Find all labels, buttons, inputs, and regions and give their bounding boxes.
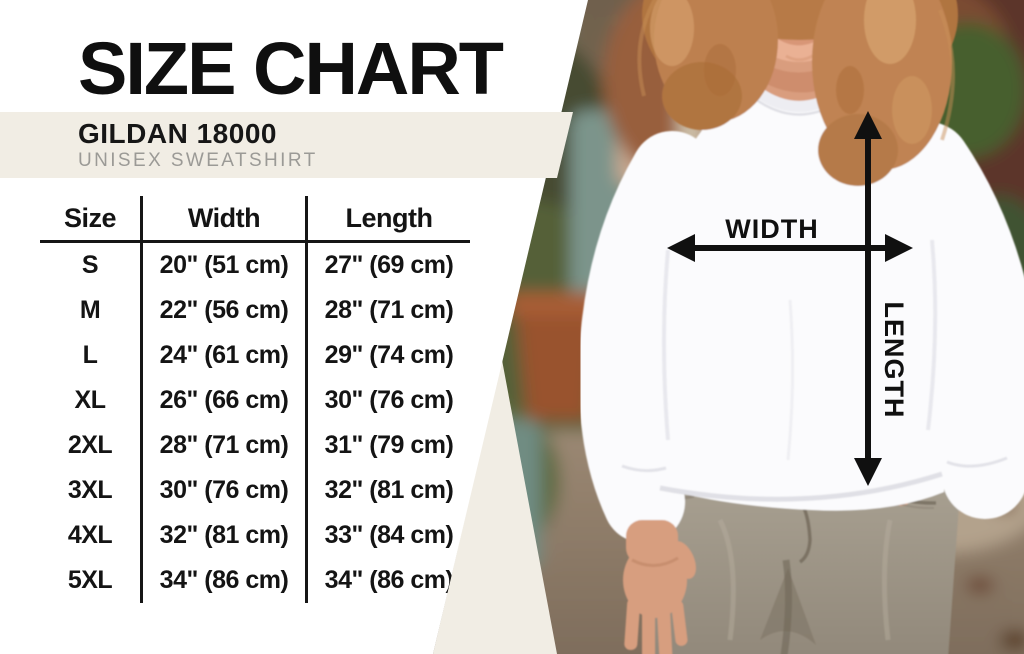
model <box>578 0 1024 654</box>
length-arrow-line <box>865 128 871 470</box>
column-header-length: Length <box>305 196 470 243</box>
product-name: GILDAN 18000 <box>78 118 277 149</box>
width-cell: 32" (81 cm) <box>140 513 307 558</box>
size-cell: L <box>82 341 98 369</box>
table-row: 5XL 34" (86 cm) 34" (86 cm) <box>40 558 470 603</box>
width-cell: 26" (66 cm) <box>140 378 307 423</box>
length-cell: 33" (84 cm) <box>305 513 470 558</box>
arrow-right-head <box>885 234 913 262</box>
left-sleeve <box>578 131 713 543</box>
table-row: 2XL 28" (71 cm) 31" (79 cm) <box>40 423 470 468</box>
size-cell: M <box>79 296 101 324</box>
length-cell: 32" (81 cm) <box>305 468 470 513</box>
right-sleeve <box>885 122 1024 519</box>
measurement-arrows <box>667 111 913 486</box>
length-label: LENGTH <box>879 302 909 419</box>
table-row: S 20" (51 cm) 27" (69 cm) <box>40 241 470 288</box>
width-cell: 20" (51 cm) <box>140 241 307 288</box>
product-subtitle: UNISEX SWEATSHIRT <box>78 150 318 171</box>
size-cell: 4XL <box>67 521 113 549</box>
size-cell: 5XL <box>67 566 113 594</box>
width-arrow-line <box>682 245 898 251</box>
table-row: M 22" (56 cm) 28" (71 cm) <box>40 288 470 333</box>
size-cell: S <box>81 251 99 279</box>
product-band: GILDAN 18000 UNISEX SWEATSHIRT <box>0 112 573 178</box>
jeans <box>634 462 962 654</box>
size-table: Size Width Length S 20" (51 cm) 27" (69 … <box>40 196 470 603</box>
hair-front <box>637 0 955 186</box>
column-header-width: Width <box>140 196 307 243</box>
width-cell: 24" (61 cm) <box>140 333 307 378</box>
width-label: WIDTH <box>725 214 818 244</box>
width-cell: 34" (86 cm) <box>140 558 307 603</box>
width-cell: 28" (71 cm) <box>140 423 307 468</box>
sweatshirt <box>578 85 1024 543</box>
length-cell: 30" (76 cm) <box>305 378 470 423</box>
length-cell: 29" (74 cm) <box>305 333 470 378</box>
length-cell: 34" (86 cm) <box>305 558 470 603</box>
width-cell: 22" (56 cm) <box>140 288 307 333</box>
table-row: L 24" (61 cm) 29" (74 cm) <box>40 333 470 378</box>
page-title: SIZE CHART <box>78 27 504 110</box>
table-row: 3XL 30" (76 cm) 32" (81 cm) <box>40 468 470 513</box>
size-cell: 3XL <box>67 476 113 504</box>
table-header-row: Size Width Length <box>40 196 470 243</box>
arrow-left-head <box>667 234 695 262</box>
size-cell: XL <box>74 386 106 414</box>
arrow-down-head <box>854 458 882 486</box>
size-cell: 2XL <box>67 431 113 459</box>
table-row: XL 26" (66 cm) 30" (76 cm) <box>40 378 470 423</box>
width-cell: 30" (76 cm) <box>140 468 307 513</box>
length-cell: 27" (69 cm) <box>305 241 470 288</box>
length-cell: 28" (71 cm) <box>305 288 470 333</box>
length-cell: 31" (79 cm) <box>305 423 470 468</box>
column-header-size: Size <box>40 196 142 243</box>
table-row: 4XL 32" (81 cm) 33" (84 cm) <box>40 513 470 558</box>
arrow-up-head <box>854 111 882 139</box>
